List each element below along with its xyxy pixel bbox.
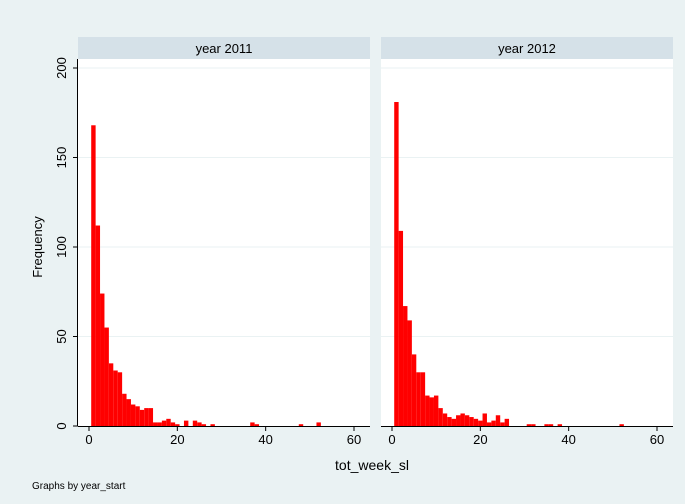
panel-1: year 2011 0 20 40 60 0 50 100 150 200	[54, 37, 370, 447]
histogram-bar	[139, 409, 145, 426]
y-axis-label: Frequency	[30, 216, 45, 278]
histogram-bar	[433, 395, 439, 426]
panel-title-bar	[381, 37, 673, 59]
panels-layer: year 2011 0 20 40 60 0 50 100 150 200 year 2012 0 20…	[54, 37, 673, 447]
histogram-bar	[548, 424, 554, 426]
histogram-bar	[486, 422, 492, 426]
histogram-bar	[420, 372, 426, 426]
histogram-bar	[447, 417, 452, 426]
x-tick-label: 20	[170, 432, 184, 447]
histogram-bar	[166, 418, 171, 426]
histogram-bar	[619, 424, 624, 426]
histogram-bar	[456, 415, 461, 426]
histogram-bar	[161, 420, 167, 426]
x-tick-label: 60	[347, 432, 361, 447]
histogram-bar	[451, 418, 457, 426]
histogram-bar	[478, 420, 483, 426]
graphs-by-note: Graphs by year_start	[32, 481, 126, 492]
histogram-bar	[469, 417, 474, 426]
histogram-bar	[500, 422, 505, 426]
y-tick-label: 200	[54, 57, 69, 79]
histogram-bar	[464, 415, 470, 426]
histogram-bar	[438, 408, 443, 426]
x-tick-label: 60	[650, 432, 664, 447]
histogram-bar	[201, 424, 207, 426]
histogram-bar	[153, 422, 158, 426]
histogram-bar	[108, 363, 114, 426]
histogram-bar	[144, 408, 149, 426]
histogram-bar	[197, 422, 202, 426]
histogram-bar	[442, 413, 448, 426]
histogram-bar	[192, 420, 198, 426]
y-tick-label: 0	[54, 422, 69, 429]
x-axis-label: tot_week_sl	[335, 457, 409, 473]
histogram-bar	[394, 102, 399, 426]
histogram-bar	[403, 306, 408, 426]
plot-area	[381, 59, 673, 426]
y-tick-label: 150	[54, 147, 69, 169]
histogram-bar	[460, 413, 465, 426]
y-tick-label: 100	[54, 236, 69, 258]
histogram-bar	[495, 415, 501, 426]
histogram-bar	[544, 424, 549, 426]
x-tick-label: 0	[85, 432, 92, 447]
histogram-bar	[429, 397, 434, 426]
histogram-bar	[298, 424, 304, 426]
histogram-bar	[126, 399, 131, 426]
histogram-bar	[100, 293, 105, 426]
histogram-bar	[473, 418, 479, 426]
panel-title-bar	[78, 37, 370, 59]
histogram-bar	[250, 422, 255, 426]
panel-title: year 2011	[196, 41, 253, 56]
histogram-bar	[148, 408, 154, 426]
x-tick-label: 0	[388, 432, 395, 447]
histogram-bar	[482, 413, 487, 426]
x-tick-label: 20	[473, 432, 487, 447]
histogram-bar	[491, 420, 496, 426]
histogram-bar	[157, 422, 162, 426]
x-tick-label: 40	[258, 432, 272, 447]
histogram-bar	[411, 354, 417, 426]
y-tick-label: 50	[54, 329, 69, 343]
histogram-bar	[316, 422, 321, 426]
histogram-bar	[113, 370, 118, 426]
histogram-bar	[91, 125, 96, 426]
x-tick-label: 40	[561, 432, 575, 447]
histogram-bar	[170, 422, 176, 426]
histogram-bar	[183, 420, 189, 426]
histogram-bar	[254, 424, 260, 426]
histogram-bar	[425, 395, 430, 426]
histogram-bar	[117, 372, 123, 426]
histogram-bar	[398, 230, 404, 426]
histogram-bar	[557, 424, 563, 426]
histogram-bar	[95, 225, 101, 426]
histogram-bar	[504, 418, 510, 426]
histogram-bar	[130, 404, 136, 426]
histogram-bar	[531, 424, 536, 426]
histogram-bar	[122, 393, 127, 426]
histogram-bar	[416, 372, 421, 426]
plot-area	[78, 59, 370, 426]
panel-title: year 2012	[498, 41, 556, 56]
panel-2: year 2012 0 20 40 60	[381, 37, 673, 447]
histogram-bar	[175, 424, 180, 426]
histogram-bar	[135, 406, 140, 426]
histogram-bar	[104, 327, 109, 426]
histogram-bar	[526, 424, 532, 426]
histogram-bar	[210, 424, 215, 426]
histogram-bar	[407, 320, 412, 426]
